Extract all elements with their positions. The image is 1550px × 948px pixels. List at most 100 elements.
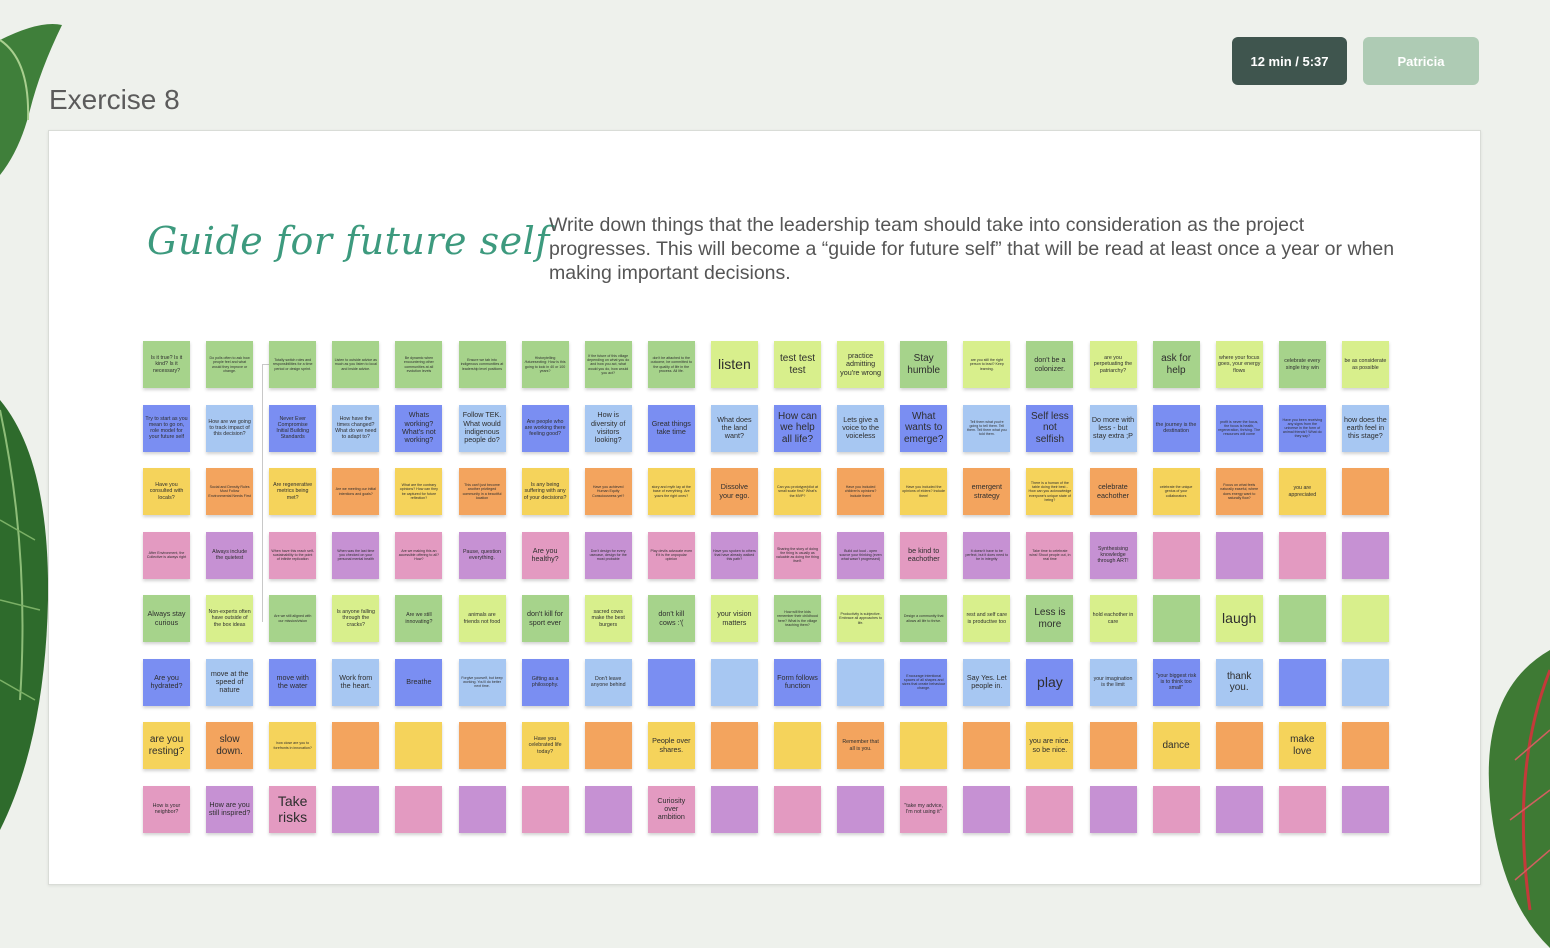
sticky-note[interactable]: Take time to celebrate wins! Shout peopl…	[1026, 531, 1074, 579]
sticky-note[interactable]: how close are you to forefronts in innov…	[269, 722, 317, 769]
sticky-note[interactable]: Breathe	[395, 658, 443, 706]
sticky-note[interactable]: Dissolve your ego.	[710, 468, 758, 515]
sticky-note[interactable]: move at the speed of nature	[206, 658, 254, 706]
sticky-note[interactable]: Have you been receiving any signs from t…	[1278, 404, 1326, 452]
sticky-note[interactable]: emergent strategy	[963, 468, 1011, 515]
sticky-note[interactable]: test test test	[774, 341, 821, 388]
sticky-note[interactable]: This can't just become another privilege…	[458, 468, 506, 515]
sticky-note[interactable]: Are regenerative metrics being met?	[269, 468, 317, 515]
sticky-note[interactable]	[584, 785, 632, 833]
sticky-note[interactable]: Can you prototype/pilot at small scale f…	[774, 468, 821, 515]
sticky-note[interactable]: Is it true? Is it kind? Is it necessary?	[143, 341, 190, 388]
sticky-note[interactable]: Is anyone falling through the cracks?	[332, 595, 380, 642]
sticky-note[interactable]: Take risks	[269, 785, 317, 833]
sticky-note[interactable]: be kind to eachother	[900, 531, 948, 579]
sticky-note[interactable]: How are we going to track impact of this…	[206, 404, 254, 452]
sticky-note[interactable]: "your biggest risk is to think too small…	[1152, 658, 1200, 706]
sticky-note[interactable]: Non-experts often have outside of the bo…	[206, 595, 254, 642]
sticky-note[interactable]: Have you consulted with locals?	[143, 468, 190, 515]
sticky-note[interactable]: How are you still inspired?	[206, 785, 254, 833]
sticky-note[interactable]: listen	[710, 341, 758, 388]
whiteboard[interactable]: Guide for future self Write down things …	[48, 130, 1481, 885]
sticky-note[interactable]	[332, 722, 380, 769]
sticky-note[interactable]: practice admitting you're wrong	[837, 341, 885, 388]
sticky-note[interactable]: are you resting?	[143, 722, 190, 769]
sticky-note[interactable]: Remember that all is you.	[837, 722, 885, 769]
sticky-note[interactable]: Historytelling /futuresecting: How is th…	[521, 341, 569, 388]
sticky-note[interactable]: Social and Density Rules Must Follow Env…	[206, 468, 254, 515]
sticky-note[interactable]: Self less not selfish	[1026, 404, 1074, 452]
sticky-note[interactable]: Always stay curious	[143, 595, 190, 642]
sticky-note[interactable]	[710, 658, 758, 706]
sticky-note[interactable]: Try to start as you mean to go on, role …	[143, 404, 190, 452]
sticky-note[interactable]	[837, 785, 885, 833]
sticky-note[interactable]	[1152, 595, 1200, 642]
sticky-note[interactable]	[395, 785, 443, 833]
sticky-note[interactable]: Say Yes. Let people in.	[963, 658, 1011, 706]
sticky-note[interactable]: How is diversity of visitors looking?	[584, 404, 632, 452]
sticky-note[interactable]: Whats working? What's not working?	[395, 404, 443, 452]
sticky-note[interactable]	[1215, 722, 1263, 769]
sticky-note[interactable]	[395, 722, 443, 769]
sticky-note[interactable]	[1215, 785, 1263, 833]
sticky-note[interactable]: celebrate every single tiny win	[1278, 341, 1326, 388]
sticky-note[interactable]	[1026, 785, 1074, 833]
sticky-note[interactable]	[1341, 785, 1389, 833]
sticky-note[interactable]: Have you included children's opinions? I…	[837, 468, 885, 515]
sticky-note[interactable]	[1215, 531, 1263, 579]
sticky-note[interactable]: Don't leave anyone behind	[584, 658, 632, 706]
sticky-note[interactable]: Productivity is subjective. Embrace all …	[837, 595, 885, 642]
sticky-note[interactable]: How will the kids remember their childho…	[774, 595, 821, 642]
sticky-note[interactable]	[458, 722, 506, 769]
sticky-note[interactable]: After Environment, the Collective is alw…	[143, 531, 190, 579]
sticky-note[interactable]: don't be a colonizer.	[1026, 341, 1074, 388]
sticky-note[interactable]	[1341, 658, 1389, 706]
sticky-note[interactable]: Follow TEK. What would indigenous people…	[458, 404, 506, 452]
sticky-note[interactable]: Work from the heart.	[332, 658, 380, 706]
sticky-note[interactable]	[1152, 785, 1200, 833]
sticky-note[interactable]	[1341, 595, 1389, 642]
sticky-note[interactable]: Have you celebrated life today?	[521, 722, 569, 769]
sticky-note[interactable]: Sharing the story of doing the thing is …	[774, 531, 821, 579]
sticky-note[interactable]: story and myth lay at the base of everyt…	[647, 468, 695, 515]
sticky-note[interactable]: "take my advice, I'm not using it"	[900, 785, 948, 833]
sticky-note[interactable]: laugh	[1215, 595, 1263, 642]
sticky-note[interactable]	[837, 658, 885, 706]
sticky-note[interactable]: When have this reach self-sustainability…	[269, 531, 317, 579]
sticky-note[interactable]: dance	[1152, 722, 1200, 769]
sticky-note[interactable]	[774, 785, 821, 833]
sticky-note[interactable]	[963, 722, 1011, 769]
sticky-note[interactable]: Pause, question everything.	[458, 531, 506, 579]
sticky-note[interactable]: celebrate eachother	[1089, 468, 1137, 515]
sticky-note[interactable]: where your focus goes, your energy flows	[1215, 341, 1263, 388]
sticky-note[interactable]: Ensure we tab into indigenous communitie…	[458, 341, 506, 388]
sticky-note[interactable]: It doesn't have to be perfect, but it do…	[963, 531, 1011, 579]
sticky-note[interactable]	[1152, 531, 1200, 579]
sticky-note[interactable]	[647, 658, 695, 706]
sticky-note[interactable]: Curiosity over ambition	[647, 785, 695, 833]
sticky-note[interactable]: slow down.	[206, 722, 254, 769]
sticky-note[interactable]: make love	[1278, 722, 1326, 769]
sticky-note[interactable]	[1341, 468, 1389, 515]
timer-button[interactable]: 12 min / 5:37	[1232, 37, 1347, 85]
sticky-note[interactable]: don't be attached to the outcome, be com…	[647, 341, 695, 388]
sticky-note[interactable]	[1089, 722, 1137, 769]
sticky-note[interactable]: profit is never the focus, the focus is …	[1215, 404, 1263, 452]
sticky-note[interactable]: Are you healthy?	[521, 531, 569, 579]
sticky-note[interactable]: Have you included the opinions of elders…	[900, 468, 948, 515]
sticky-note[interactable]: How have the times changed? What do we n…	[332, 404, 380, 452]
sticky-note[interactable]: Form follows function	[774, 658, 821, 706]
sticky-note[interactable]: Synthesising knowledge through ART!	[1089, 531, 1137, 579]
sticky-note[interactable]: Is any being suffering with any of your …	[521, 468, 569, 515]
sticky-note[interactable]	[1278, 595, 1326, 642]
sticky-note[interactable]	[710, 785, 758, 833]
sticky-note[interactable]: Have you spoken to others that have alre…	[710, 531, 758, 579]
sticky-note[interactable]: What are the contrary opinions? How can …	[395, 468, 443, 515]
sticky-note[interactable]	[710, 722, 758, 769]
sticky-note[interactable]: Forgive yourself, but keep working. You'…	[458, 658, 506, 706]
sticky-note[interactable]	[900, 722, 948, 769]
sticky-note[interactable]: rest and self care is productive too	[963, 595, 1011, 642]
sticky-note[interactable]: move with the water	[269, 658, 317, 706]
user-button[interactable]: Patricia	[1363, 37, 1479, 85]
sticky-note[interactable]: Listen to outside advice as much as you …	[332, 341, 380, 388]
